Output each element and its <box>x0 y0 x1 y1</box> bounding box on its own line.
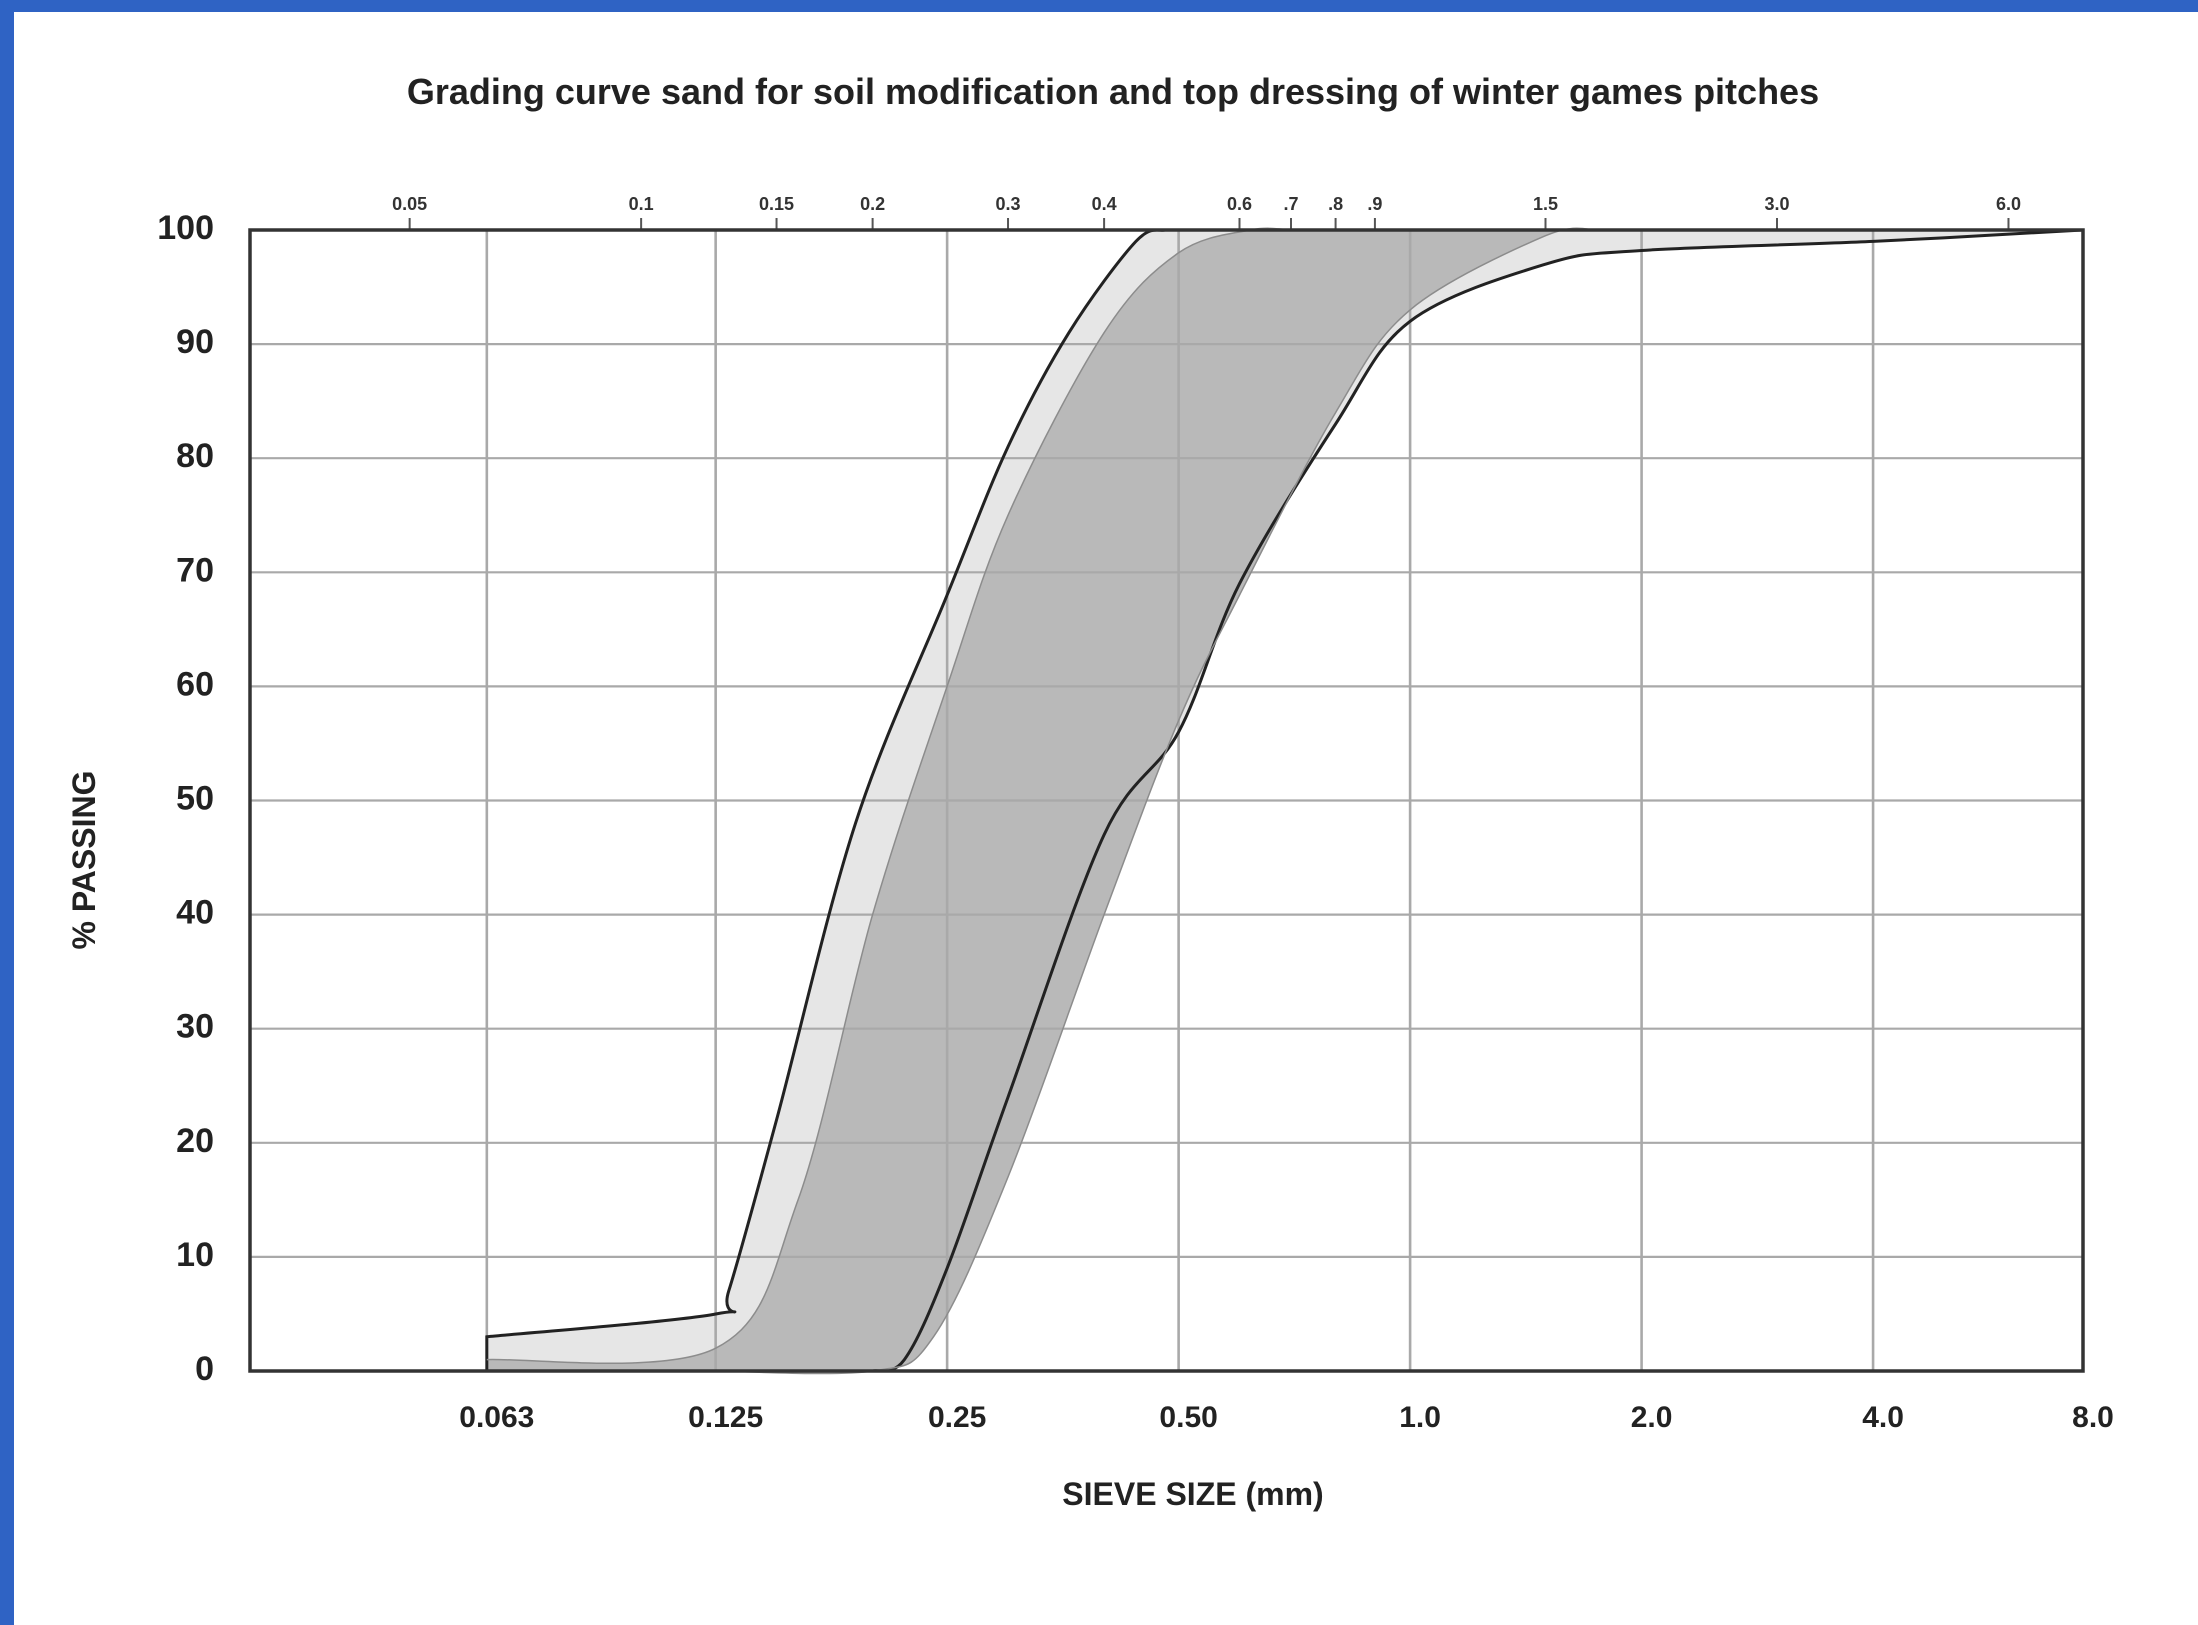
x-tick-label: 0.125 <box>688 1401 763 1434</box>
x-tick-label: 0.25 <box>928 1401 986 1434</box>
y-tick-label: 30 <box>176 1008 214 1046</box>
top-tick-label: 0.3 <box>996 194 1021 214</box>
y-tick-label: 60 <box>176 665 214 703</box>
x-axis-label: SIEVE SIZE (mm) <box>1062 1476 1323 1512</box>
x-tick-label: 0.50 <box>1159 1401 1217 1434</box>
y-tick-label: 40 <box>176 894 214 932</box>
top-tick-label: .9 <box>1367 194 1382 214</box>
inner-lower-curve <box>715 227 1598 1375</box>
top-tick-label: 0.6 <box>1227 194 1252 214</box>
chart-title: Grading curve sand for soil modification… <box>407 71 1819 112</box>
upper-limit-curve <box>485 228 2083 1372</box>
plot-border <box>248 228 2085 1373</box>
x-tick-label: 8.0 <box>2072 1401 2114 1434</box>
x-tick-label: 0.063 <box>459 1401 534 1434</box>
envelope-curves <box>485 227 2084 1375</box>
y-axis-label: % PASSING <box>66 771 102 950</box>
x-tick-label: 1.0 <box>1399 1401 1441 1434</box>
top-tick-label: 0.4 <box>1092 194 1117 214</box>
top-tick-label: 6.0 <box>1996 194 2021 214</box>
top-tick-label: .8 <box>1328 194 1343 214</box>
y-tick-label: 70 <box>176 551 214 589</box>
top-tick-label: 0.15 <box>759 194 794 214</box>
top-tick-label: 3.0 <box>1764 194 1789 214</box>
x-tick-label: 2.0 <box>1631 1401 1673 1434</box>
plot-frame <box>248 228 2085 1373</box>
x-tick-label: 4.0 <box>1862 1401 1904 1434</box>
lower-limit-curve <box>872 228 2084 1373</box>
y-tick-label: 20 <box>176 1122 214 1160</box>
top-tick-label: 1.5 <box>1533 194 1558 214</box>
y-tick-label: 50 <box>176 779 214 817</box>
grid-lines <box>250 218 2083 1371</box>
inner-upper-curve <box>486 227 1292 1365</box>
top-tick-label: 0.2 <box>860 194 885 214</box>
y-tick-label: 0 <box>195 1350 214 1388</box>
y-tick-label: 90 <box>176 323 214 361</box>
y-tick-label: 100 <box>157 209 214 247</box>
y-tick-label: 80 <box>176 437 214 475</box>
top-tick-label: 0.1 <box>629 194 654 214</box>
tick-labels: 0 10 20 30 40 50 60 70 80 90 100 0.063 0.125 0.25 0.50… <box>157 194 2114 1434</box>
top-tick-label: 0.05 <box>392 194 427 214</box>
y-tick-label: 10 <box>176 1236 214 1274</box>
top-tick-label: .7 <box>1283 194 1298 214</box>
